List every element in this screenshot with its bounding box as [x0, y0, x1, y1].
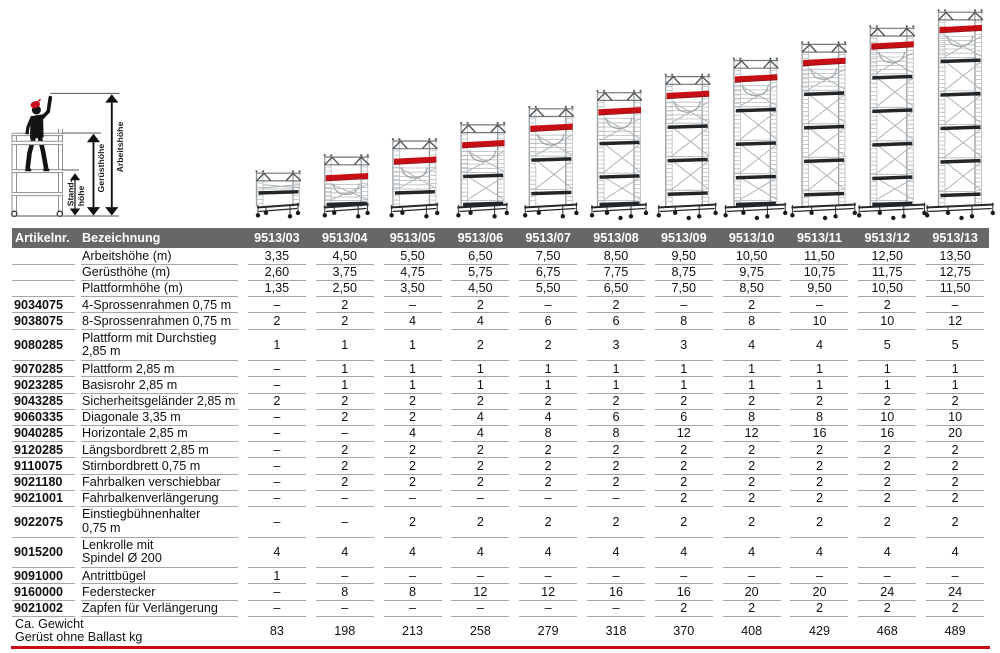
svg-text:Stand-: Stand-	[65, 179, 75, 206]
svg-text:Gerüsthöhe: Gerüsthöhe	[96, 144, 106, 193]
svg-text:höhe: höhe	[76, 185, 86, 206]
svg-text:Arbeitshöhe: Arbeitshöhe	[115, 122, 125, 173]
